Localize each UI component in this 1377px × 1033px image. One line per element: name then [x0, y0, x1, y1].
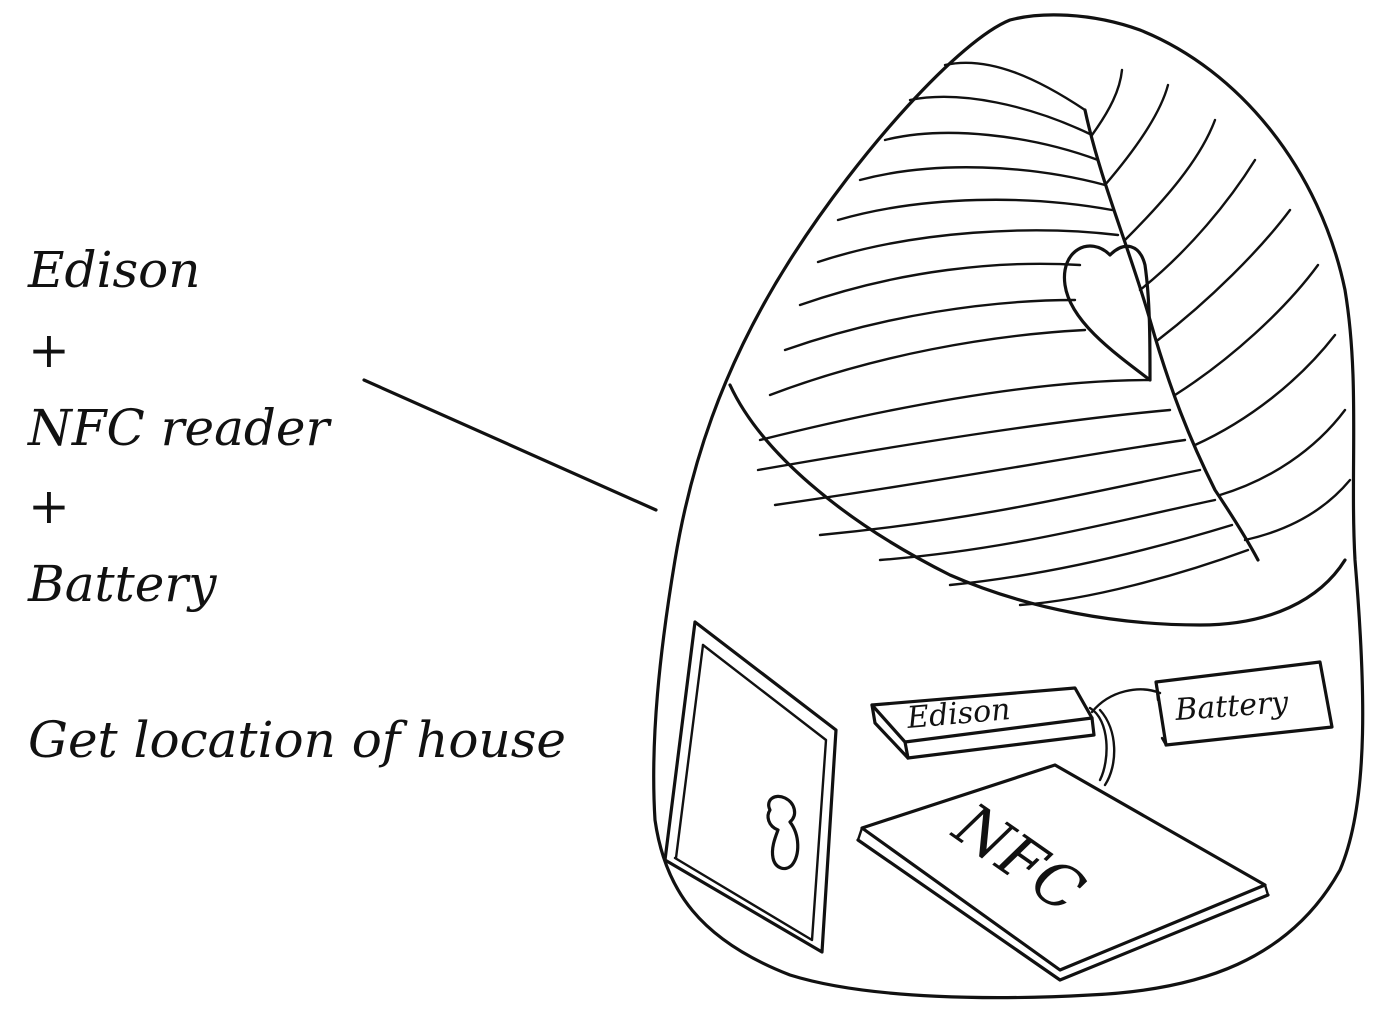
leader-line	[362, 378, 658, 512]
annotation-line-nfc-reader: NFC reader	[28, 399, 330, 457]
battery-block-label: Battery	[1173, 685, 1290, 728]
leaf-veins-left	[756, 61, 1250, 607]
connector-cable	[1088, 688, 1162, 787]
door-panel	[663, 620, 838, 954]
nfc-board-label: NFC	[940, 789, 1097, 928]
annotation-line-battery: Battery	[28, 555, 217, 613]
annotation-line-plus-2: +	[28, 477, 70, 535]
leaf-veins-right	[1090, 68, 1352, 542]
heart-icon	[1062, 244, 1152, 382]
battery-block: Battery	[1154, 660, 1334, 747]
device-body-outline	[652, 13, 1365, 1000]
annotation-line-edison: Edison	[28, 241, 201, 299]
annotation-line-plus-1: +	[28, 321, 70, 379]
keyhole-icon	[766, 794, 800, 871]
edison-board: Edison	[870, 686, 1096, 760]
leaf-lower-edge	[728, 383, 1347, 627]
leaf-midrib	[1083, 108, 1260, 562]
annotation-caption: Get location of house	[28, 711, 566, 769]
nfc-reader-board: NFC	[856, 763, 1270, 982]
